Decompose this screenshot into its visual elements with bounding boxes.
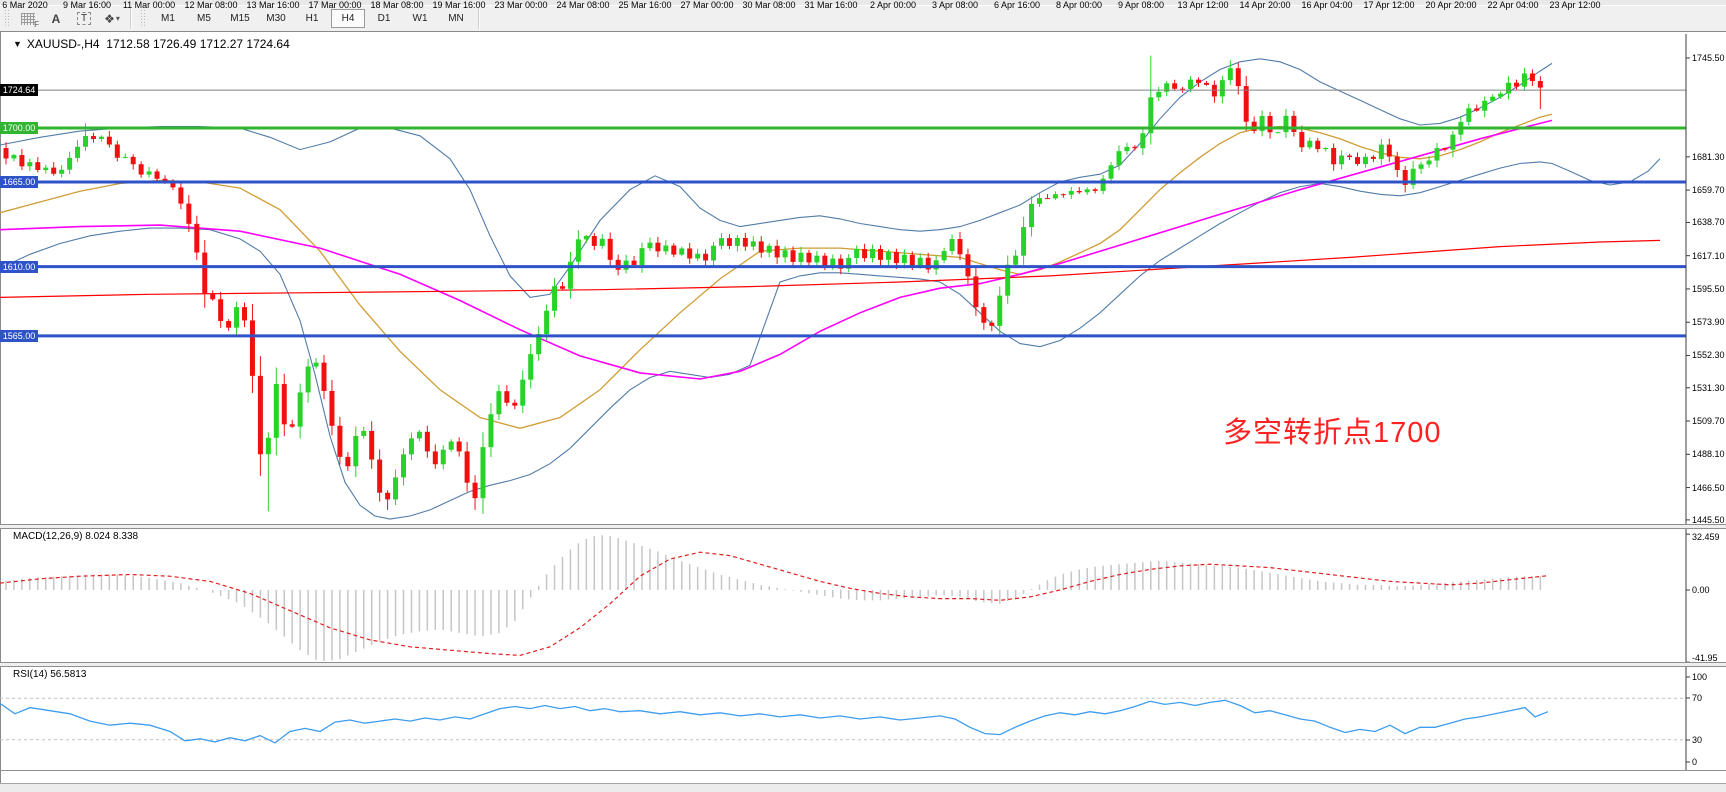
toolbar-drag-handle[interactable] (4, 10, 11, 27)
time-axis-label: 3 Apr 08:00 (931, 0, 979, 10)
price-tick-label: 1745.50 (1692, 53, 1725, 63)
rsi-scale-label: 30 (1692, 735, 1703, 745)
rsi-scale-label: 70 (1692, 693, 1703, 703)
rsi-panel-separator[interactable] (0, 662, 1726, 667)
price-tick-label: 1638.70 (1692, 217, 1725, 228)
price-tick-label: 1445.50 (1692, 514, 1725, 525)
font-grid-icon-letter: F (34, 19, 39, 29)
timeframe-m15[interactable]: M15 (230, 13, 250, 24)
price-tick-label: 1509.70 (1692, 416, 1725, 427)
price-tick-label: 1466.50 (1692, 482, 1725, 493)
rsi-scale-label: 100 (1692, 672, 1708, 682)
toolbar-separator-2 (478, 8, 480, 29)
price-tick-label: 1681.30 (1692, 151, 1725, 162)
macd-scale-label: -41.95 (1692, 653, 1718, 663)
level-price-tag: 1565.00 (0, 329, 38, 342)
chart-title: ▼ XAUUSD-,H4 1712.58 1726.49 1712.27 1724… (13, 37, 290, 51)
time-axis-label: 17 Mar 00:00 (308, 0, 362, 10)
timeframe-d1[interactable]: D1 (377, 13, 391, 24)
chart-window: ▼ XAUUSD-,H4 1712.58 1726.49 1712.27 1724… (0, 31, 1726, 783)
time-axis-label: 2 Apr 00:00 (869, 0, 917, 10)
price-tick-label: 1488.10 (1692, 449, 1725, 460)
time-axis-label: 8 Apr 00:00 (1055, 0, 1103, 10)
level-price-tag: 1700.00 (0, 122, 38, 135)
time-axis-label: 9 Mar 16:00 (62, 0, 112, 10)
rsi-scale-label: 0 (1692, 757, 1698, 767)
timeframe-h4[interactable]: H4 (331, 9, 365, 28)
time-axis-label: 6 Apr 16:00 (993, 0, 1041, 10)
time-axis-label: 18 Mar 08:00 (370, 0, 424, 10)
time-axis-label: 9 Apr 08:00 (1117, 0, 1165, 10)
time-axis-label: 17 Apr 12:00 (1363, 0, 1415, 10)
timeframe-mn[interactable]: MN (448, 13, 464, 24)
chart-annotation-text: 多空转折点1700 (1223, 417, 1442, 449)
collapse-arrow-icon[interactable]: ▼ (13, 39, 22, 49)
time-axis-label: 16 Apr 04:00 (1301, 0, 1353, 10)
time-axis-label: 14 Apr 20:00 (1239, 0, 1291, 10)
time-axis-label: 11 Mar 00:00 (122, 0, 176, 10)
timeframe-group: M1 M5 M15 M30 H1 H4 D1 W1 MN (150, 9, 474, 28)
toolbar: F A T ❖ ▾ M1 M5 M15 M30 H1 H4 D1 W1 MN (0, 6, 1726, 32)
time-axis-separator (0, 770, 1726, 771)
time-axis-label: 31 Mar 16:00 (804, 0, 858, 10)
timeframe-drag-handle[interactable] (140, 10, 147, 27)
time-axis-label: 27 Mar 00:00 (680, 0, 734, 10)
symbol-ohlc-text: XAUUSD-,H4 1712.58 1726.49 1712.27 1724.… (26, 37, 290, 51)
font-grid-icon[interactable]: F (15, 8, 41, 30)
time-axis-label: 20 Apr 20:00 (1425, 0, 1477, 10)
price-tick-label: 1573.90 (1692, 317, 1725, 328)
macd-scale-label: 0.00 (1692, 585, 1710, 595)
macd-panel-separator[interactable] (0, 524, 1726, 529)
timeframe-m5[interactable]: M5 (197, 13, 211, 24)
price-tick-label: 1617.10 (1692, 250, 1725, 261)
toolbar-separator (130, 8, 132, 29)
time-axis-label: 6 Mar 2020 (2, 0, 48, 10)
bid-price-tag: 1724.64 (0, 84, 38, 97)
text-box-icon[interactable]: T (71, 8, 97, 30)
price-tick-label: 1659.70 (1692, 185, 1725, 196)
time-axis-label: 12 Mar 08:00 (184, 0, 238, 10)
price-tick-label: 1595.50 (1692, 283, 1725, 294)
price-tick-label: 1531.30 (1692, 382, 1725, 393)
time-axis-label: 25 Mar 16:00 (618, 0, 672, 10)
bottom-window-strip (0, 783, 1726, 792)
time-axis-label: 24 Mar 08:00 (556, 0, 610, 10)
level-price-tag: 1610.00 (0, 260, 38, 273)
time-axis-label: 22 Apr 04:00 (1487, 0, 1539, 10)
time-axis-label: 30 Mar 08:00 (742, 0, 796, 10)
timeframe-h1[interactable]: H1 (305, 13, 319, 24)
time-axis-label: 23 Apr 12:00 (1549, 0, 1601, 10)
price-tick-label: 1552.30 (1692, 350, 1725, 361)
timeframe-w1[interactable]: W1 (412, 13, 428, 24)
chevron-down-icon: ▾ (115, 14, 120, 23)
time-axis-label: 19 Mar 16:00 (432, 0, 486, 10)
time-axis-label: 13 Apr 12:00 (1177, 0, 1229, 10)
text-label-icon[interactable]: A (51, 11, 61, 26)
time-axis-label: 13 Mar 16:00 (246, 0, 300, 10)
top-window-strip (0, 0, 1726, 6)
time-axis-label: 23 Mar 00:00 (494, 0, 548, 10)
timeframe-m30[interactable]: M30 (266, 13, 286, 24)
macd-label: MACD(12,26,9) 8.024 8.338 (13, 531, 139, 542)
level-price-tag: 1665.00 (0, 175, 38, 188)
timeframe-m1[interactable]: M1 (161, 13, 175, 24)
macd-scale-label: 32.459 (1692, 532, 1720, 542)
rsi-label: RSI(14) 56.5813 (13, 669, 87, 680)
palette-icon[interactable]: ❖ ▾ (104, 11, 120, 26)
